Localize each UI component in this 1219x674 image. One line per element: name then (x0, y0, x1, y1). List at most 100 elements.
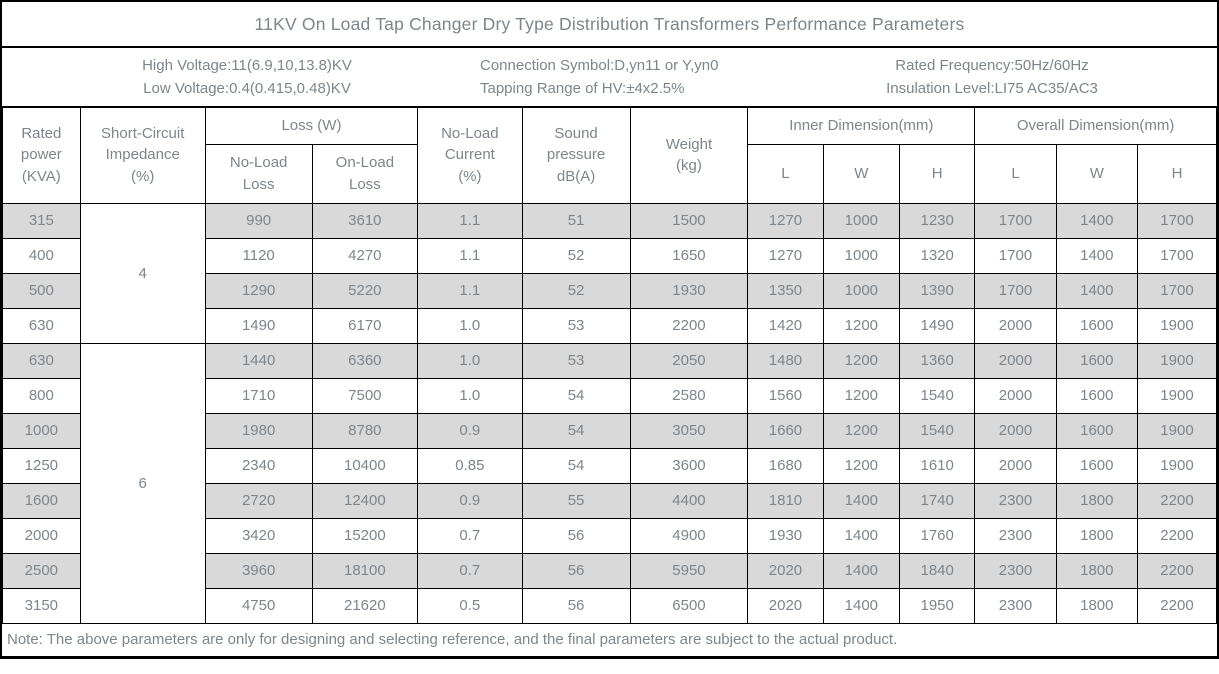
value-cell: 1490 (204, 307, 313, 344)
value-cell: 1400 (822, 587, 901, 624)
value-cell: 4270 (311, 237, 419, 274)
table-row: 2000 3420 15200 0.7 56 4900 1930 1400 1760 2300 18… (2, 517, 1218, 554)
table-row: 1000 1980 8780 0.9 54 3050 1660 1200 1540 2000 160… (2, 412, 1218, 449)
value-cell: 0.9 (417, 412, 523, 449)
value-cell: 1950 (899, 587, 976, 624)
value-cell: 54 (521, 412, 631, 449)
rated-frequency-text: Rated Frequency:50Hz/60Hz (895, 56, 1089, 74)
table-frame: 11KV On Load Tap Changer Dry Type Distri… (0, 0, 1219, 659)
header-inner-w: W (822, 143, 901, 204)
frequency-info-block: Rated Frequency:50Hz/60Hz Insulation Lev… (842, 54, 1142, 101)
value-cell: 52 (521, 237, 631, 274)
parameters-table: Rated power (KVA) Short-Circuit Impedanc… (2, 108, 1218, 624)
rated-power-cell: 630 (2, 342, 81, 379)
value-cell: 3610 (311, 202, 419, 239)
value-cell: 2300 (974, 517, 1057, 554)
page-title: 11KV On Load Tap Changer Dry Type Distri… (2, 2, 1217, 48)
value-cell: 4750 (204, 587, 313, 624)
value-cell: 1.1 (417, 272, 523, 309)
value-cell: 1.1 (417, 202, 523, 239)
table-row: 630 1490 6170 1.0 53 2200 1420 1200 1490 2000 1600… (2, 307, 1218, 344)
value-cell: 2200 (1136, 587, 1218, 624)
value-cell: 1000 (822, 202, 901, 239)
value-cell: 6360 (311, 342, 419, 379)
tapping-range-text: Tapping Range of HV:±4x2.5% (480, 80, 685, 97)
value-cell: 1200 (822, 412, 901, 449)
value-cell: 1.1 (417, 237, 523, 274)
rated-power-cell: 1600 (2, 482, 81, 519)
value-cell: 1660 (747, 412, 824, 449)
value-cell: 1650 (629, 237, 749, 274)
value-cell: 0.5 (417, 587, 523, 624)
value-cell: 1700 (974, 272, 1057, 309)
value-cell: 2000 (974, 342, 1057, 379)
header-overall-dimension: Overall Dimension(mm) (974, 108, 1217, 145)
connection-info-block: Connection Symbol:D,yn11 or Y,yn0 Tappin… (480, 54, 810, 101)
value-cell: 1740 (899, 482, 976, 519)
value-cell: 1800 (1055, 482, 1138, 519)
rated-power-cell: 630 (2, 307, 81, 344)
spec-info-bar: High Voltage:11(6.9,10,13.8)KV Low Volta… (2, 48, 1217, 108)
value-cell: 2000 (974, 307, 1057, 344)
value-cell: 1600 (1055, 447, 1138, 484)
value-cell: 1560 (747, 377, 824, 414)
value-cell: 2300 (974, 552, 1057, 589)
value-cell: 1930 (629, 272, 749, 309)
value-cell: 1500 (629, 202, 749, 239)
header-inner-h: H (899, 143, 976, 204)
rated-power-cell: 500 (2, 272, 81, 309)
value-cell: 0.9 (417, 482, 523, 519)
table-header: Rated power (KVA) Short-Circuit Impedanc… (2, 108, 1218, 204)
low-voltage-text: Low Voltage:0.4(0.415,0.48)KV (143, 80, 351, 97)
value-cell: 1700 (1136, 272, 1218, 309)
rated-power-cell: 2000 (2, 517, 81, 554)
value-cell: 1700 (974, 202, 1057, 239)
value-cell: 1200 (822, 307, 901, 344)
value-cell: 1270 (747, 237, 824, 274)
header-overall-h: H (1136, 143, 1218, 204)
value-cell: 4900 (629, 517, 749, 554)
value-cell: 1700 (974, 237, 1057, 274)
header-rated-power: Rated power (KVA) (2, 108, 81, 204)
header-loss: Loss (W) (204, 108, 419, 145)
value-cell: 1200 (822, 447, 901, 484)
value-cell: 1930 (747, 517, 824, 554)
rated-power-cell: 1250 (2, 447, 81, 484)
rated-power-cell: 400 (2, 237, 81, 274)
value-cell: 6500 (629, 587, 749, 624)
table-row: 2500 3960 18100 0.7 56 5950 2020 1400 1840 2300 18… (2, 552, 1218, 589)
header-no-load-current: No-Load Current (%) (417, 108, 523, 204)
value-cell: 1360 (899, 342, 976, 379)
value-cell: 1.0 (417, 342, 523, 379)
value-cell: 5220 (311, 272, 419, 309)
value-cell: 1800 (1055, 587, 1138, 624)
rated-power-cell: 315 (2, 202, 81, 239)
value-cell: 1980 (204, 412, 313, 449)
value-cell: 0.85 (417, 447, 523, 484)
value-cell: 1400 (822, 517, 901, 554)
value-cell: 1480 (747, 342, 824, 379)
value-cell: 1000 (822, 272, 901, 309)
value-cell: 2580 (629, 377, 749, 414)
value-cell: 1270 (747, 202, 824, 239)
header-weight: Weight (kg) (629, 108, 749, 204)
value-cell: 1900 (1136, 412, 1218, 449)
value-cell: 52 (521, 272, 631, 309)
value-cell: 1840 (899, 552, 976, 589)
value-cell: 1400 (1055, 272, 1138, 309)
value-cell: 53 (521, 307, 631, 344)
table-row: 400 1120 4270 1.1 52 1650 1270 1000 1320 1700 1400… (2, 237, 1218, 274)
value-cell: 2000 (974, 377, 1057, 414)
value-cell: 2200 (629, 307, 749, 344)
value-cell: 7500 (311, 377, 419, 414)
value-cell: 1900 (1136, 447, 1218, 484)
value-cell: 8780 (311, 412, 419, 449)
value-cell: 15200 (311, 517, 419, 554)
value-cell: 1290 (204, 272, 313, 309)
rated-power-cell: 1000 (2, 412, 81, 449)
value-cell: 1400 (822, 482, 901, 519)
value-cell: 1600 (1055, 342, 1138, 379)
value-cell: 2020 (747, 552, 824, 589)
value-cell: 3050 (629, 412, 749, 449)
value-cell: 1230 (899, 202, 976, 239)
